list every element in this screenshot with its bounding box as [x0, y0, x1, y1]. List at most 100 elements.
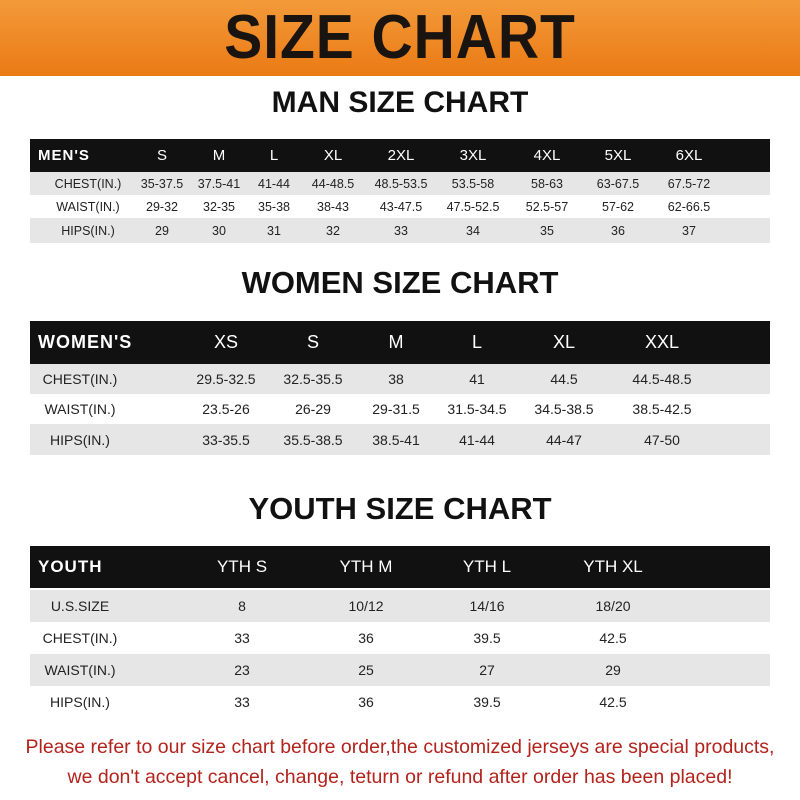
- table-cell: 33: [394, 223, 408, 238]
- table-cell: 33: [234, 630, 250, 646]
- table-cell: 57-62: [602, 199, 634, 214]
- table-cell: 18/20: [595, 598, 631, 614]
- measure-label-cell: HIPS(IN.): [61, 223, 115, 238]
- table-cell: 34: [466, 223, 480, 238]
- table-cell: 36: [611, 223, 625, 238]
- size-header-cell: 3XL: [459, 147, 487, 164]
- table-cell: 62-66.5: [667, 199, 711, 214]
- size-header-cell: XL: [323, 147, 343, 164]
- table-cell: 38: [388, 371, 404, 387]
- table-cell: 23.5-26: [202, 401, 250, 417]
- size-header-cell: L: [471, 332, 483, 352]
- table-cell: 33-35.5: [202, 431, 250, 448]
- footer-notice: Please refer to our size chart before or…: [0, 732, 800, 792]
- table-header-row: MEN'S S M L XL 2XL 3XL 4XL 5XL 6XL: [30, 139, 770, 172]
- size-header-cell: XL: [552, 332, 576, 352]
- size-header-cell: YTH XL: [583, 557, 643, 576]
- measure-label-cell: HIPS(IN.): [50, 431, 110, 448]
- measure-label-cell: WAIST(IN.): [44, 401, 116, 417]
- table-cell: 43-47.5: [379, 199, 423, 214]
- table-cell: 39.5: [473, 630, 501, 646]
- size-header-cell: 4XL: [533, 147, 561, 164]
- table-cell: 63-67.5: [596, 176, 640, 191]
- table-cell: 47-50: [644, 431, 680, 448]
- table-row: U.S.SIZE 8 10/12 14/16 18/20: [30, 590, 770, 622]
- table-cell: 37.5-41: [197, 176, 241, 191]
- size-header-cell: S: [306, 332, 320, 352]
- table-cell: 42.5: [599, 630, 627, 646]
- table-cell: 38.5-41: [372, 431, 420, 448]
- size-header-cell: S: [156, 147, 168, 164]
- table-cell: 37: [682, 223, 696, 238]
- table-cell: 34.5-38.5: [534, 401, 594, 417]
- table-title-cell: MEN'S: [38, 147, 90, 164]
- table-row: WAIST(IN.) 23.5-26 26-29 29-31.5 31.5-34.5 34…: [30, 394, 770, 424]
- table-cell: 32: [326, 223, 340, 238]
- table-cell: 23: [234, 662, 250, 678]
- table-row: WAIST(IN.) 29-32 32-35 35-38 38-43 43-47.5 47.…: [30, 195, 770, 218]
- table-cell: 31: [267, 223, 281, 238]
- table-cell: 41-44: [459, 431, 495, 448]
- table-cell: 39.5: [473, 694, 501, 710]
- measure-label-cell: WAIST(IN.): [44, 662, 116, 678]
- footer-line-2: we don't accept cancel, change, teturn o…: [67, 766, 733, 788]
- table-cell: 32.5-35.5: [283, 371, 343, 387]
- table-cell: 38-43: [317, 199, 349, 214]
- size-header-cell: YTH S: [216, 557, 268, 576]
- table-cell: 10/12: [348, 598, 384, 614]
- size-header-cell: XXL: [644, 332, 680, 352]
- table-cell: 48.5-53.5: [374, 176, 428, 191]
- table-cell: 52.5-57: [525, 199, 569, 214]
- size-header-cell: 6XL: [675, 147, 703, 164]
- table-cell: 14/16: [469, 598, 505, 614]
- table-header-row: WOMEN'S XS S M L XL XXL: [30, 321, 770, 364]
- table-cell: 27: [479, 662, 495, 678]
- size-header-cell: L: [269, 147, 279, 164]
- table-cell: 44-47: [546, 431, 582, 448]
- banner-title: SIZE CHART: [224, 3, 576, 72]
- table-cell: 8: [238, 598, 246, 614]
- table-row: HIPS(IN.) 29 30 31 32 33 34 35 36 37: [30, 218, 770, 243]
- table-title-cell: WOMEN'S: [38, 332, 133, 352]
- table-row: HIPS(IN.) 33 36 39.5 42.5: [30, 686, 770, 718]
- size-header-cell: YTH L: [462, 557, 512, 576]
- table-row: WAIST(IN.) 23 25 27 29: [30, 654, 770, 686]
- table-cell: 26-29: [295, 401, 331, 417]
- youth-title: YOUTH SIZE CHART: [248, 491, 552, 526]
- table-cell: 44.5-48.5: [632, 371, 692, 387]
- table-cell: 44-48.5: [311, 176, 355, 191]
- footer-line-1: Please refer to our size chart before or…: [25, 736, 775, 758]
- table-cell: 35-38: [258, 199, 290, 214]
- measure-label-cell: CHEST(IN.): [42, 630, 118, 646]
- table-row: CHEST(IN.) 33 36 39.5 42.5: [30, 622, 770, 654]
- table-row: HIPS(IN.) 33-35.5 35.5-38.5 38.5-41 41-44 44-…: [30, 424, 770, 455]
- table-cell: 42.5: [599, 694, 627, 710]
- table-cell: 35: [540, 223, 554, 238]
- table-cell: 58-63: [531, 176, 563, 191]
- table-cell: 53.5-58: [451, 176, 495, 191]
- table-cell: 25: [358, 662, 374, 678]
- table-cell: 41-44: [258, 176, 290, 191]
- table-cell: 29.5-32.5: [196, 371, 256, 387]
- table-cell: 31.5-34.5: [447, 401, 507, 417]
- table-header-row: YOUTH YTH S YTH M YTH L YTH XL: [30, 546, 770, 588]
- table-cell: 36: [358, 694, 374, 710]
- size-header-cell: M: [388, 332, 404, 352]
- table-cell: 35-37.5: [140, 176, 184, 191]
- table-cell: 41: [469, 371, 485, 387]
- table-row: CHEST(IN.) 29.5-32.5 32.5-35.5 38 41 44.5 44.5…: [30, 364, 770, 394]
- table-cell: 36: [358, 630, 374, 646]
- table-cell: 29: [155, 223, 169, 238]
- size-header-cell: 5XL: [604, 147, 632, 164]
- measure-label-cell: WAIST(IN.): [56, 199, 120, 214]
- measure-label-cell: CHEST(IN.): [42, 371, 118, 387]
- table-cell: 29-32: [146, 199, 178, 214]
- measure-label-cell: U.S.SIZE: [50, 598, 110, 614]
- table-cell: 33: [234, 694, 250, 710]
- table-cell: 32-35: [203, 199, 235, 214]
- table-cell: 47.5-52.5: [446, 199, 500, 214]
- measure-label-cell: CHEST(IN.): [54, 176, 122, 191]
- table-title-cell: YOUTH: [38, 557, 103, 576]
- table-row: CHEST(IN.) 35-37.5 37.5-41 41-44 44-48.5 48.5…: [30, 172, 770, 195]
- table-cell: 35.5-38.5: [283, 431, 343, 448]
